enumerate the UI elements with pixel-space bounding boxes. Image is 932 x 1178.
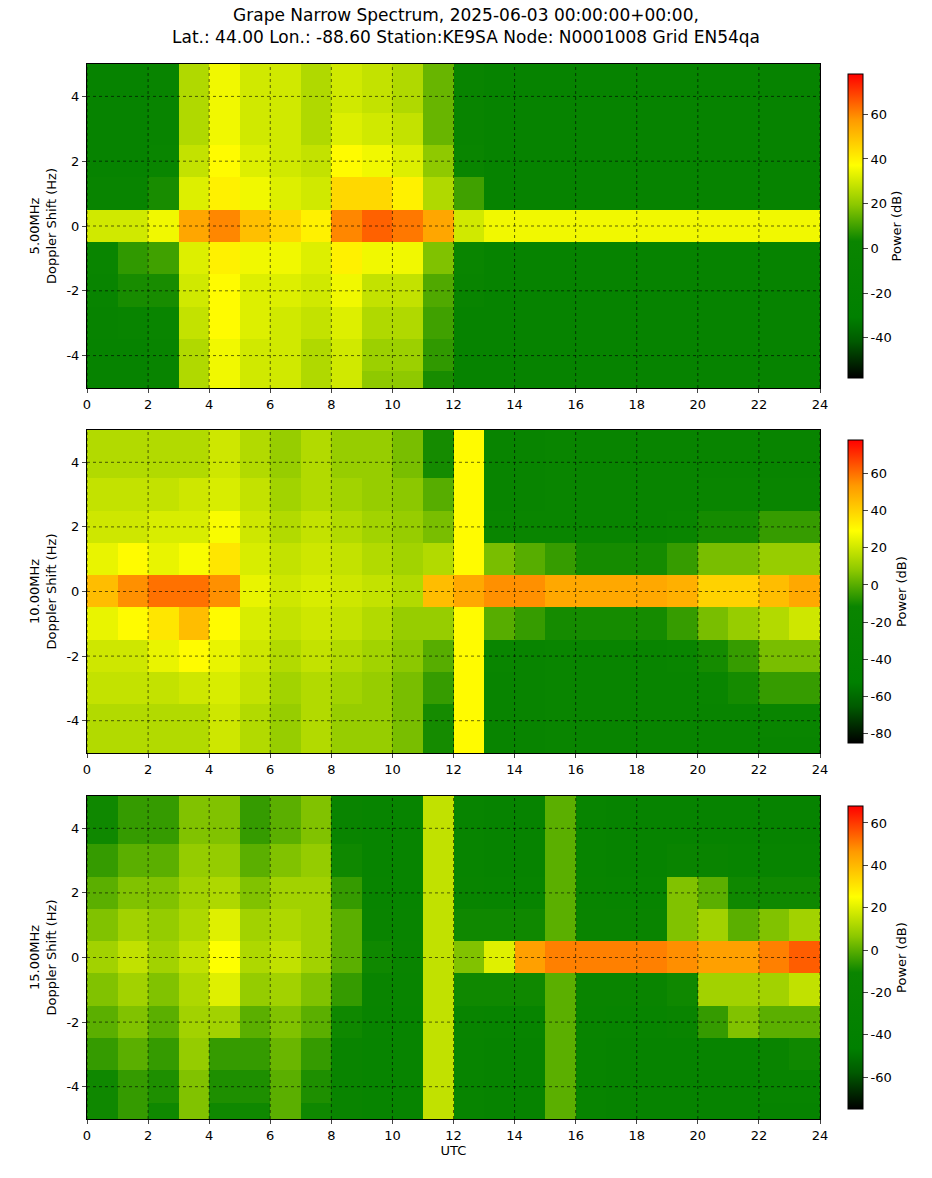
svg-text:4: 4 bbox=[71, 821, 79, 836]
svg-text:-60: -60 bbox=[871, 1070, 892, 1085]
svg-text:Power (dB): Power (dB) bbox=[889, 191, 904, 262]
svg-text:0: 0 bbox=[83, 397, 91, 412]
svg-text:2: 2 bbox=[71, 519, 79, 534]
svg-text:40: 40 bbox=[871, 858, 888, 873]
svg-text:8: 8 bbox=[327, 762, 335, 777]
svg-text:0: 0 bbox=[71, 584, 79, 599]
svg-text:2: 2 bbox=[144, 1128, 152, 1143]
svg-text:0: 0 bbox=[71, 950, 79, 965]
svg-text:6: 6 bbox=[266, 397, 274, 412]
svg-text:18: 18 bbox=[628, 397, 645, 412]
svg-text:-20: -20 bbox=[871, 286, 892, 301]
svg-text:4: 4 bbox=[205, 397, 213, 412]
svg-text:60: 60 bbox=[871, 816, 888, 831]
svg-text:-20: -20 bbox=[871, 985, 892, 1000]
svg-text:Power (dB): Power (dB) bbox=[894, 922, 909, 993]
svg-text:10: 10 bbox=[384, 762, 401, 777]
svg-text:0: 0 bbox=[83, 762, 91, 777]
svg-text:40: 40 bbox=[871, 503, 888, 518]
svg-text:0: 0 bbox=[871, 241, 879, 256]
svg-text:16: 16 bbox=[567, 762, 584, 777]
svg-text:2: 2 bbox=[144, 397, 152, 412]
svg-text:22: 22 bbox=[751, 762, 768, 777]
svg-text:22: 22 bbox=[751, 397, 768, 412]
svg-text:20: 20 bbox=[690, 1128, 707, 1143]
svg-text:-2: -2 bbox=[66, 649, 79, 664]
svg-text:0: 0 bbox=[71, 219, 79, 234]
svg-text:-80: -80 bbox=[871, 726, 892, 741]
svg-text:5.00MHzDoppler Shift (Hz): 5.00MHzDoppler Shift (Hz) bbox=[27, 168, 59, 284]
svg-text:18: 18 bbox=[628, 1128, 645, 1143]
svg-text:8: 8 bbox=[327, 1128, 335, 1143]
svg-text:14: 14 bbox=[506, 762, 523, 777]
svg-text:6: 6 bbox=[266, 1128, 274, 1143]
svg-text:0: 0 bbox=[871, 578, 879, 593]
svg-text:24: 24 bbox=[812, 397, 829, 412]
svg-text:12: 12 bbox=[445, 397, 462, 412]
svg-text:UTC: UTC bbox=[441, 1143, 467, 1158]
svg-text:2: 2 bbox=[144, 762, 152, 777]
svg-text:18: 18 bbox=[628, 762, 645, 777]
svg-text:8: 8 bbox=[327, 397, 335, 412]
svg-text:16: 16 bbox=[567, 1128, 584, 1143]
svg-text:60: 60 bbox=[871, 107, 888, 122]
svg-text:-60: -60 bbox=[871, 689, 892, 704]
svg-text:16: 16 bbox=[567, 397, 584, 412]
svg-text:-2: -2 bbox=[66, 1015, 79, 1030]
svg-text:20: 20 bbox=[690, 397, 707, 412]
svg-text:-4: -4 bbox=[66, 1079, 79, 1094]
svg-text:12: 12 bbox=[445, 1128, 462, 1143]
svg-text:20: 20 bbox=[871, 540, 888, 555]
svg-text:-20: -20 bbox=[871, 615, 892, 630]
svg-text:-40: -40 bbox=[871, 652, 892, 667]
svg-text:-4: -4 bbox=[66, 348, 79, 363]
svg-text:-4: -4 bbox=[66, 713, 79, 728]
svg-text:20: 20 bbox=[871, 196, 888, 211]
svg-text:24: 24 bbox=[812, 762, 829, 777]
svg-text:15.00MHzDoppler Shift (Hz): 15.00MHzDoppler Shift (Hz) bbox=[27, 900, 59, 1016]
svg-text:20: 20 bbox=[871, 900, 888, 915]
svg-text:4: 4 bbox=[71, 455, 79, 470]
svg-text:Grape Narrow Spectrum, 2025-06: Grape Narrow Spectrum, 2025-06-03 00:00:… bbox=[172, 5, 760, 47]
svg-text:12: 12 bbox=[445, 762, 462, 777]
svg-text:4: 4 bbox=[205, 762, 213, 777]
svg-text:10.00MHzDoppler Shift (Hz): 10.00MHzDoppler Shift (Hz) bbox=[27, 534, 59, 650]
svg-text:0: 0 bbox=[83, 1128, 91, 1143]
svg-text:Power (dB): Power (dB) bbox=[894, 556, 909, 627]
svg-text:4: 4 bbox=[71, 89, 79, 104]
svg-text:14: 14 bbox=[506, 1128, 523, 1143]
svg-text:0: 0 bbox=[871, 943, 879, 958]
svg-text:2: 2 bbox=[71, 885, 79, 900]
svg-text:22: 22 bbox=[751, 1128, 768, 1143]
svg-text:4: 4 bbox=[205, 1128, 213, 1143]
svg-text:-40: -40 bbox=[871, 330, 892, 345]
svg-text:2: 2 bbox=[71, 154, 79, 169]
svg-text:14: 14 bbox=[506, 397, 523, 412]
svg-text:24: 24 bbox=[812, 1128, 829, 1143]
svg-text:20: 20 bbox=[690, 762, 707, 777]
svg-text:-2: -2 bbox=[66, 283, 79, 298]
svg-text:10: 10 bbox=[384, 397, 401, 412]
svg-text:10: 10 bbox=[384, 1128, 401, 1143]
svg-text:-40: -40 bbox=[871, 1027, 892, 1042]
svg-text:60: 60 bbox=[871, 466, 888, 481]
svg-text:40: 40 bbox=[871, 151, 888, 166]
svg-text:6: 6 bbox=[266, 762, 274, 777]
